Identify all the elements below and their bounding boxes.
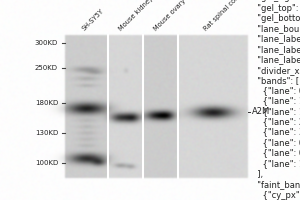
Text: 100KD: 100KD xyxy=(35,160,58,166)
Text: 180KD: 180KD xyxy=(35,100,58,106)
Text: {
  "figure_bg": "#ffffff",
  "gel_bg": "#d0d0d0",
  "lane_colors": ["#c8c8c8", : { "figure_bg": "#ffffff", "gel_bg": "#d0… xyxy=(252,0,300,200)
Text: 250KD: 250KD xyxy=(35,65,58,71)
Text: SH-SY5Y: SH-SY5Y xyxy=(81,8,105,32)
Text: Mouse kidney: Mouse kidney xyxy=(118,0,154,32)
Text: 300KD: 300KD xyxy=(35,40,58,46)
Text: Rat spinal cord: Rat spinal cord xyxy=(203,0,242,32)
Text: A2M: A2M xyxy=(252,108,270,116)
Text: 130KD: 130KD xyxy=(35,130,58,136)
Text: Mouse ovary: Mouse ovary xyxy=(153,0,187,32)
